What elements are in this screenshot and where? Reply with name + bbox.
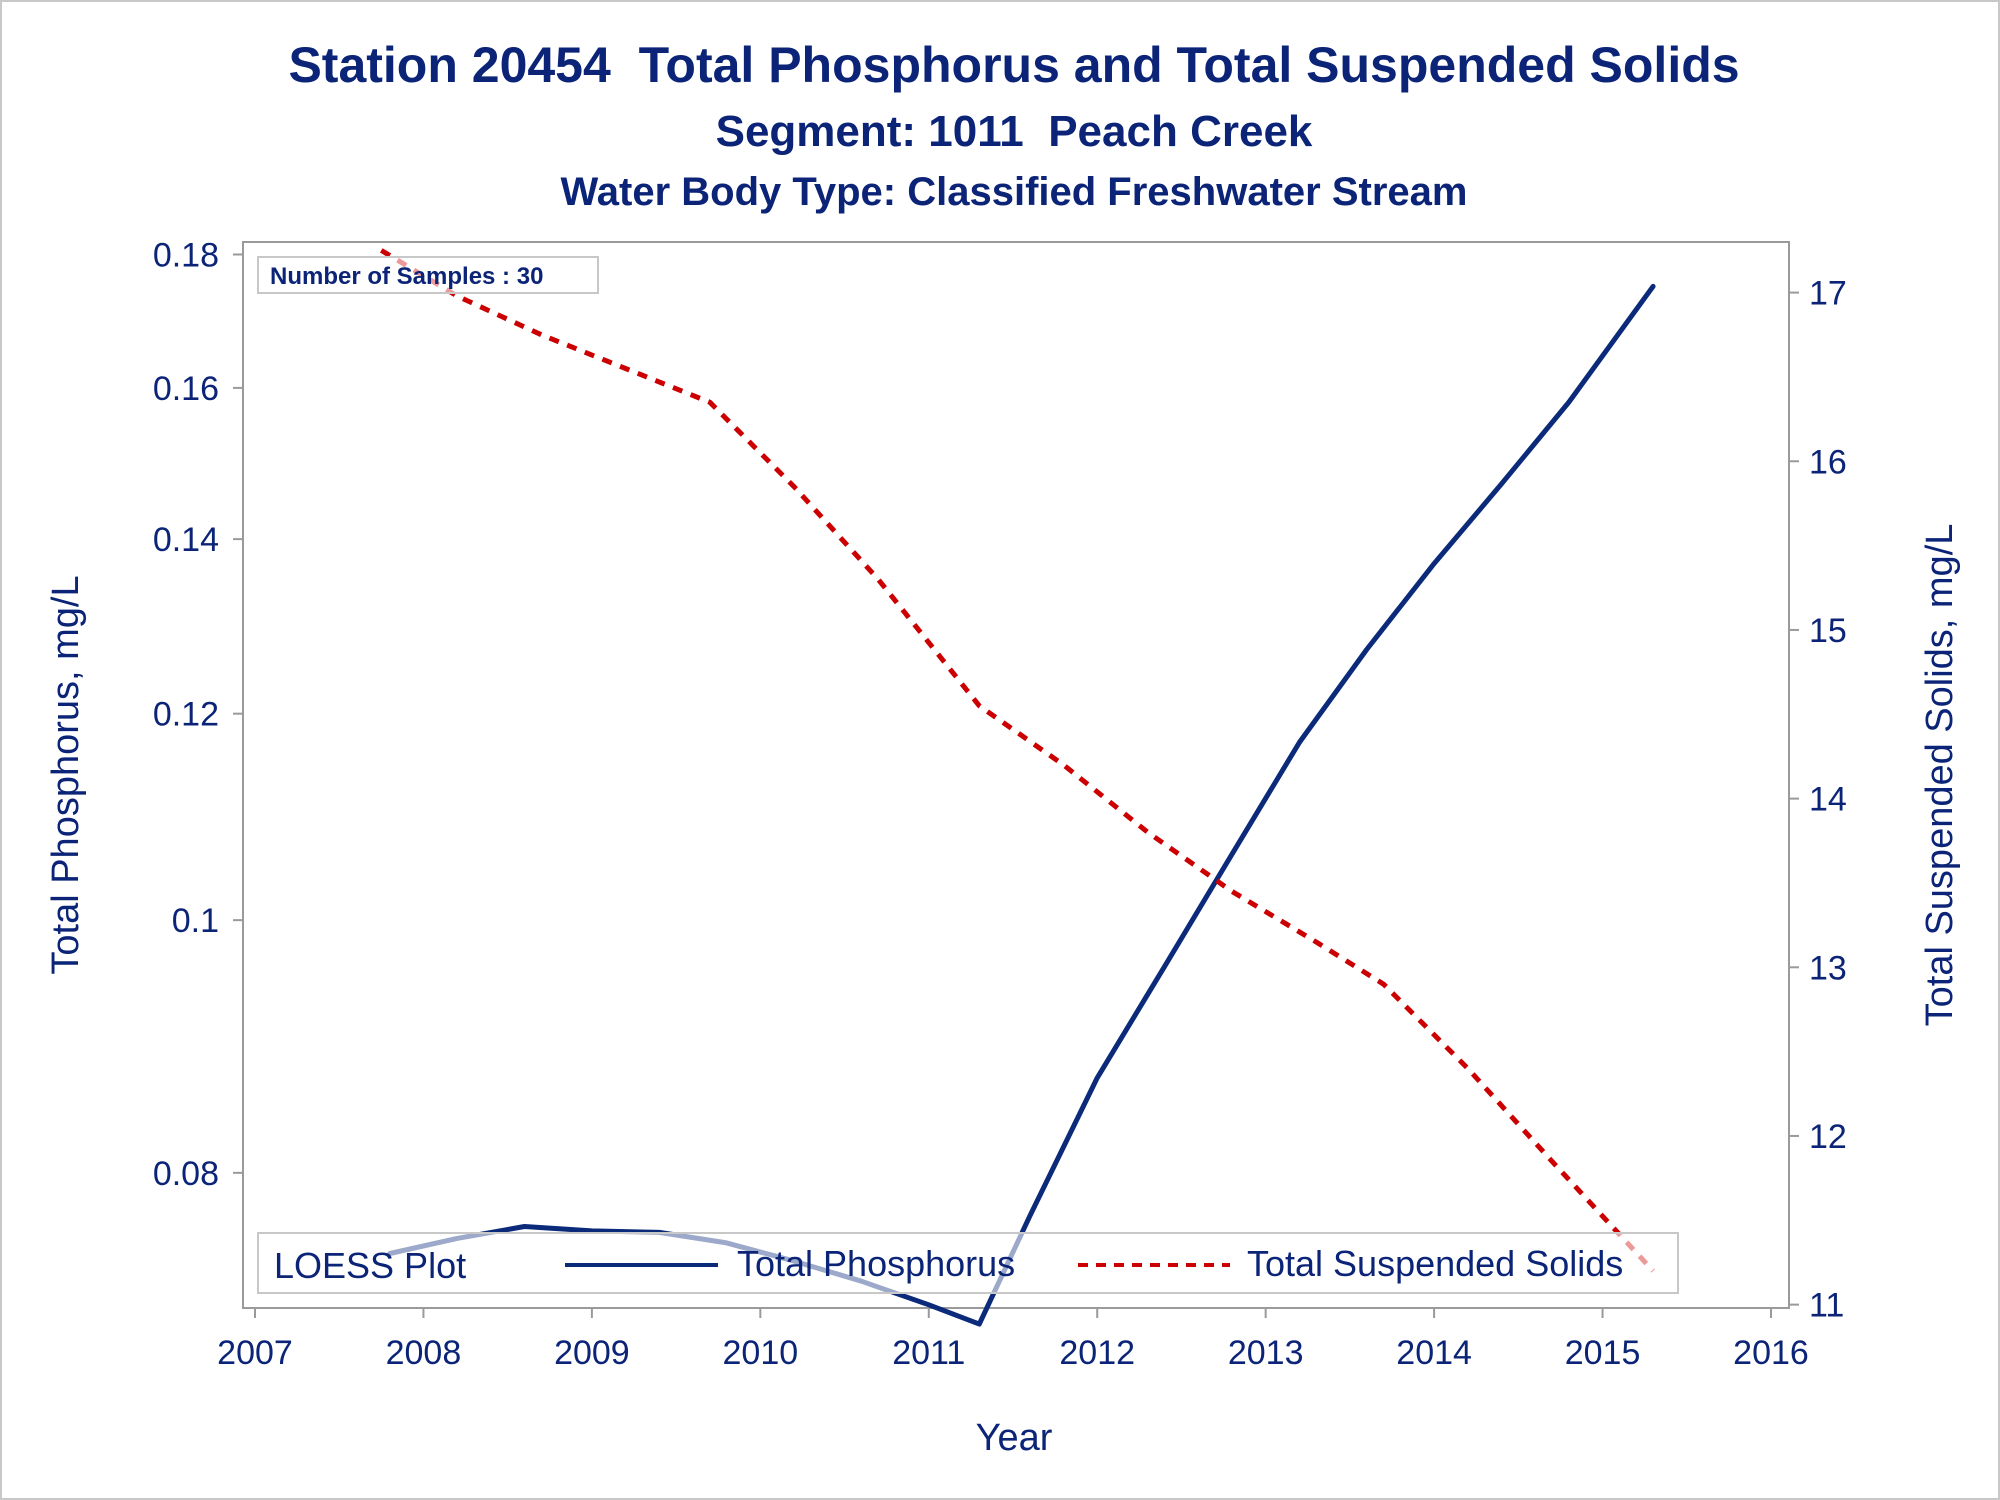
legend-entry-phosphorus: Total Phosphorus bbox=[737, 1243, 1015, 1284]
x-tick-label: 2007 bbox=[217, 1334, 293, 1372]
x-axis-ticks: 2007 2008 2009 2010 2011 2012 2013 2014 2015 2016 bbox=[217, 1308, 1809, 1372]
y2-tick-label: 14 bbox=[1809, 781, 1847, 819]
y-tick-label: 0.14 bbox=[153, 521, 219, 559]
total-suspended-solids-line bbox=[380, 248, 1655, 1273]
y2-axis-ticks: 11 12 13 14 15 16 17 bbox=[1789, 275, 1847, 1325]
plot-area bbox=[242, 241, 1790, 1309]
y-tick-label: 0.18 bbox=[153, 237, 219, 275]
y-axis-label: Total Phosphorus, mg/L bbox=[45, 575, 87, 974]
total-phosphorus-line bbox=[387, 283, 1656, 1327]
y2-tick-label: 16 bbox=[1809, 443, 1847, 481]
y-axis-ticks: 0.08 0.1 0.12 0.14 0.16 0.18 bbox=[153, 237, 243, 1193]
y2-tick-label: 15 bbox=[1809, 612, 1847, 650]
x-tick-label: 2008 bbox=[386, 1334, 462, 1372]
x-tick-label: 2011 bbox=[892, 1334, 965, 1372]
y-tick-label: 0.12 bbox=[153, 696, 219, 734]
x-tick-label: 2015 bbox=[1565, 1334, 1641, 1372]
series-layer bbox=[380, 248, 1656, 1327]
y2-axis-label: Total Suspended Solids, mg/L bbox=[1919, 524, 1961, 1027]
x-tick-label: 2016 bbox=[1733, 1334, 1809, 1372]
y2-tick-label: 11 bbox=[1809, 1287, 1844, 1325]
x-tick-label: 2012 bbox=[1059, 1334, 1135, 1372]
x-tick-label: 2010 bbox=[723, 1334, 799, 1372]
legend-entry-tss: Total Suspended Solids bbox=[1247, 1243, 1623, 1284]
y-tick-label: 0.1 bbox=[172, 902, 219, 940]
y2-tick-label: 13 bbox=[1809, 949, 1847, 987]
chart-subtitle: Segment: 1011 Peach Creek bbox=[716, 107, 1313, 156]
legend-title: LOESS Plot bbox=[274, 1245, 466, 1286]
sample-count-text: Number of Samples : 30 bbox=[270, 263, 543, 290]
y2-tick-label: 17 bbox=[1809, 275, 1847, 313]
x-axis-label: Year bbox=[976, 1417, 1053, 1459]
y2-tick-label: 12 bbox=[1809, 1118, 1847, 1156]
legend: LOESS Plot Total Phosphorus Total Suspen… bbox=[257, 1232, 1679, 1294]
x-tick-label: 2014 bbox=[1396, 1334, 1472, 1372]
chart-subtitle-2: Water Body Type: Classified Freshwater S… bbox=[561, 170, 1468, 214]
x-tick-label: 2013 bbox=[1228, 1334, 1304, 1372]
y-tick-label: 0.16 bbox=[153, 370, 219, 408]
chart-title: Station 20454 Total Phosphorus and Total… bbox=[288, 37, 1739, 93]
legend-box bbox=[257, 1232, 1679, 1294]
sample-count-inset: Number of Samples : 30 bbox=[257, 256, 599, 294]
y-tick-label: 0.08 bbox=[153, 1155, 219, 1193]
x-tick-label: 2009 bbox=[554, 1334, 630, 1372]
